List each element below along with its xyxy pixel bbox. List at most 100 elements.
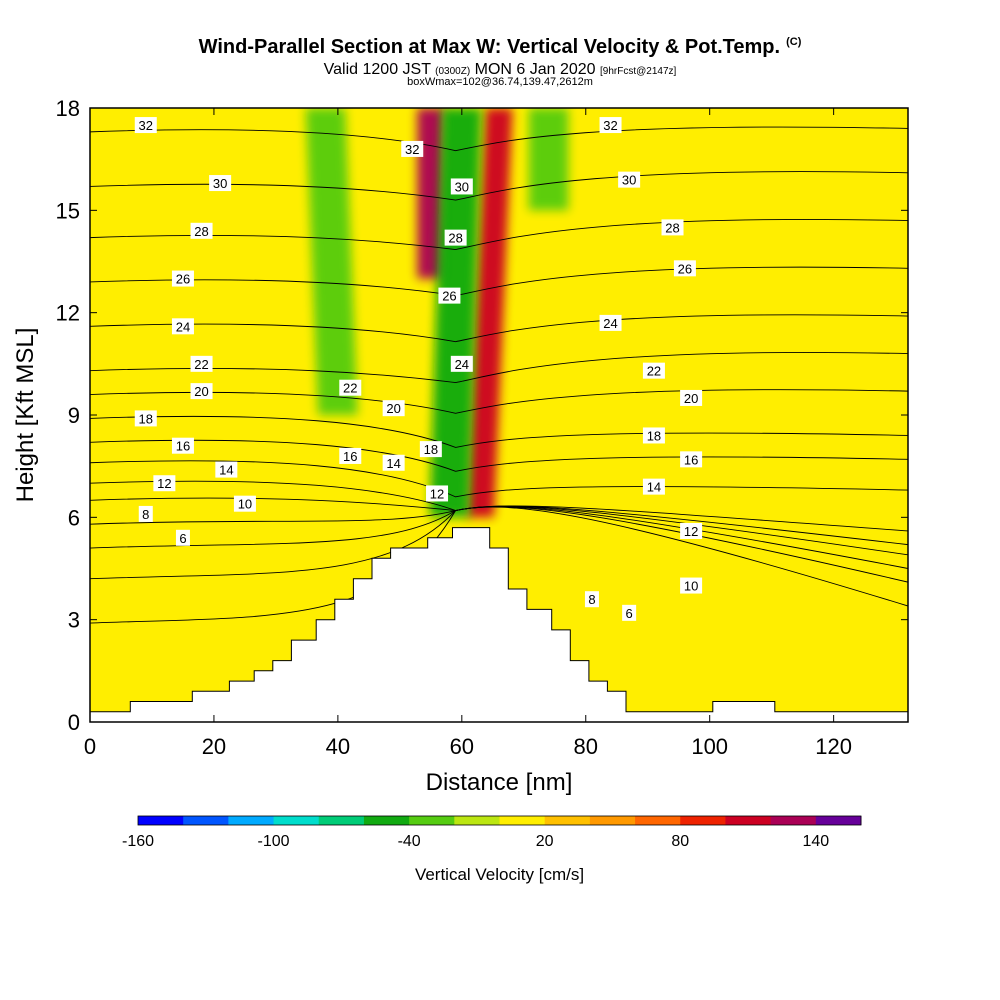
isentrope-label-22: 22 bbox=[339, 379, 362, 396]
isentrope-label-text: 14 bbox=[386, 456, 400, 471]
isentrope-label-text: 28 bbox=[448, 231, 462, 246]
isentrope-label-bg bbox=[190, 383, 213, 400]
isentrope-label-8: 8 bbox=[138, 505, 153, 522]
isentrope-label-bg bbox=[673, 260, 696, 277]
plot-area: 32 30 28 26 24 22 20 18 16 14 12 10 8 6 32 30 28 26 24 22 20… bbox=[90, 108, 908, 722]
isentrope-label-bg bbox=[680, 451, 703, 468]
isentrope-24 bbox=[90, 314, 908, 343]
isentrope-label-bg bbox=[190, 222, 213, 239]
isentrope-label-16: 16 bbox=[339, 447, 362, 464]
isentrope-label-16: 16 bbox=[171, 437, 194, 454]
colorbar-swatch bbox=[183, 816, 229, 825]
isentrope-label-text: 18 bbox=[424, 442, 438, 457]
isentrope-label-bg bbox=[680, 389, 703, 406]
isentrope-label-text: 30 bbox=[213, 176, 227, 191]
isentrope-label-text: 8 bbox=[588, 592, 595, 607]
velocity-shading bbox=[305, 108, 569, 518]
isentrope-label-bg bbox=[450, 355, 473, 372]
chart-title: Wind-Parallel Section at Max W: Vertical… bbox=[0, 36, 1000, 59]
isentrope-label-bg bbox=[215, 461, 238, 478]
colorbar-swatch bbox=[635, 816, 681, 825]
isentrope-18 bbox=[90, 415, 908, 448]
isentrope-label-18: 18 bbox=[419, 441, 442, 458]
isentrope-label-bg bbox=[584, 591, 599, 608]
isentrope-label-28: 28 bbox=[444, 229, 467, 246]
isentrope-label-text: 32 bbox=[405, 142, 419, 157]
forecast-info: [9hrFcst@2147z] bbox=[600, 66, 677, 77]
terrain-profile bbox=[90, 527, 908, 722]
isentrope-label-bg bbox=[382, 400, 405, 417]
isentrope-label-30: 30 bbox=[209, 175, 232, 192]
isentrope-label-12: 12 bbox=[426, 485, 449, 502]
chart-title-text: Wind-Parallel Section at Max W: Vertical… bbox=[198, 36, 781, 58]
isentrope-label-bg bbox=[171, 437, 194, 454]
colorbar-swatch bbox=[544, 816, 591, 825]
colorbar-tick-label: -100 bbox=[258, 833, 290, 850]
colorbar-swatch bbox=[589, 816, 636, 825]
isentrope-32 bbox=[90, 126, 908, 152]
isentrope-label-text: 14 bbox=[219, 463, 233, 478]
isentrope-label-12: 12 bbox=[680, 522, 703, 539]
valid-prefix: Valid 1200 JST bbox=[323, 61, 431, 78]
isentrope-label-26: 26 bbox=[673, 260, 696, 277]
colorbar-swatch bbox=[318, 816, 365, 825]
isentrope-14 bbox=[90, 460, 908, 498]
isentrope-label-bg bbox=[339, 379, 362, 396]
valid-date: MON 6 Jan 2020 bbox=[474, 61, 596, 78]
isentrope-label-text: 26 bbox=[442, 289, 456, 304]
isentrope-label-bg bbox=[175, 529, 190, 546]
isentrope-label-text: 22 bbox=[194, 357, 208, 372]
isentrope-label-10: 10 bbox=[233, 495, 256, 512]
isentrope-label-bg bbox=[661, 219, 684, 236]
isentrope-label-text: 22 bbox=[647, 364, 661, 379]
copyright-mark: (C) bbox=[786, 36, 802, 48]
isentrope-label-text: 8 bbox=[142, 507, 149, 522]
x-tick-label: 40 bbox=[326, 734, 350, 759]
isentrope-label-bg bbox=[209, 175, 232, 192]
isentrope-label-bg bbox=[339, 447, 362, 464]
isentrope-label-bg bbox=[599, 117, 622, 134]
x-tick-label: 60 bbox=[450, 734, 474, 759]
isentrope-label-bg bbox=[134, 117, 157, 134]
isentrope-label-14: 14 bbox=[642, 478, 665, 495]
isentrope-label-20: 20 bbox=[190, 383, 213, 400]
isentrope-label-22: 22 bbox=[190, 355, 213, 372]
colorbar-tick-label: -160 bbox=[122, 833, 154, 850]
isentrope-label-bg bbox=[622, 604, 637, 621]
isentrope-label-20: 20 bbox=[382, 400, 405, 417]
isentrope-label-bg bbox=[618, 171, 641, 188]
y-axis: 0 3 6 9 12 15 18 bbox=[56, 96, 908, 735]
isentrope-30 bbox=[90, 171, 908, 201]
isentrope-label-26: 26 bbox=[438, 287, 461, 304]
isentrope-label-24: 24 bbox=[450, 355, 473, 372]
isentrope-label-24: 24 bbox=[171, 318, 194, 335]
isentrope-label-text: 6 bbox=[626, 606, 633, 621]
isentrope-label-bg bbox=[599, 314, 622, 331]
isentrope-label-text: 20 bbox=[684, 391, 698, 406]
isentrope-label-20: 20 bbox=[680, 389, 703, 406]
x-tick-label: 0 bbox=[84, 734, 96, 759]
y-tick-label: 15 bbox=[56, 198, 80, 223]
y-tick-label: 6 bbox=[68, 505, 80, 530]
colorbar-swatch bbox=[815, 816, 862, 825]
y-axis-title: Height [Kft MSL] bbox=[12, 328, 39, 503]
colorbar-tick-label: -40 bbox=[398, 833, 421, 850]
isentrope-label-text: 6 bbox=[179, 531, 186, 546]
isentrope-label-22: 22 bbox=[642, 362, 665, 379]
isentrope-label-bg bbox=[401, 140, 424, 157]
isentrope-label-32: 32 bbox=[401, 140, 424, 157]
isentrope-label-text: 26 bbox=[678, 261, 692, 276]
isentrope-label-bg bbox=[680, 577, 703, 594]
isentrope-label-32: 32 bbox=[134, 117, 157, 134]
x-tick-label: 120 bbox=[815, 734, 852, 759]
isentrope-label-10: 10 bbox=[680, 577, 703, 594]
isentrope-16 bbox=[90, 439, 908, 472]
x-tick-label: 100 bbox=[691, 734, 728, 759]
y-tick-label: 18 bbox=[56, 96, 80, 121]
isentrope-label-16: 16 bbox=[680, 451, 703, 468]
x-tick-label: 20 bbox=[202, 734, 226, 759]
isentrope-label-14: 14 bbox=[382, 454, 405, 471]
velocity-feature-updraft-1 bbox=[466, 108, 513, 518]
isentrope-label-text: 22 bbox=[343, 381, 357, 396]
colorbar-swatch bbox=[770, 816, 817, 825]
